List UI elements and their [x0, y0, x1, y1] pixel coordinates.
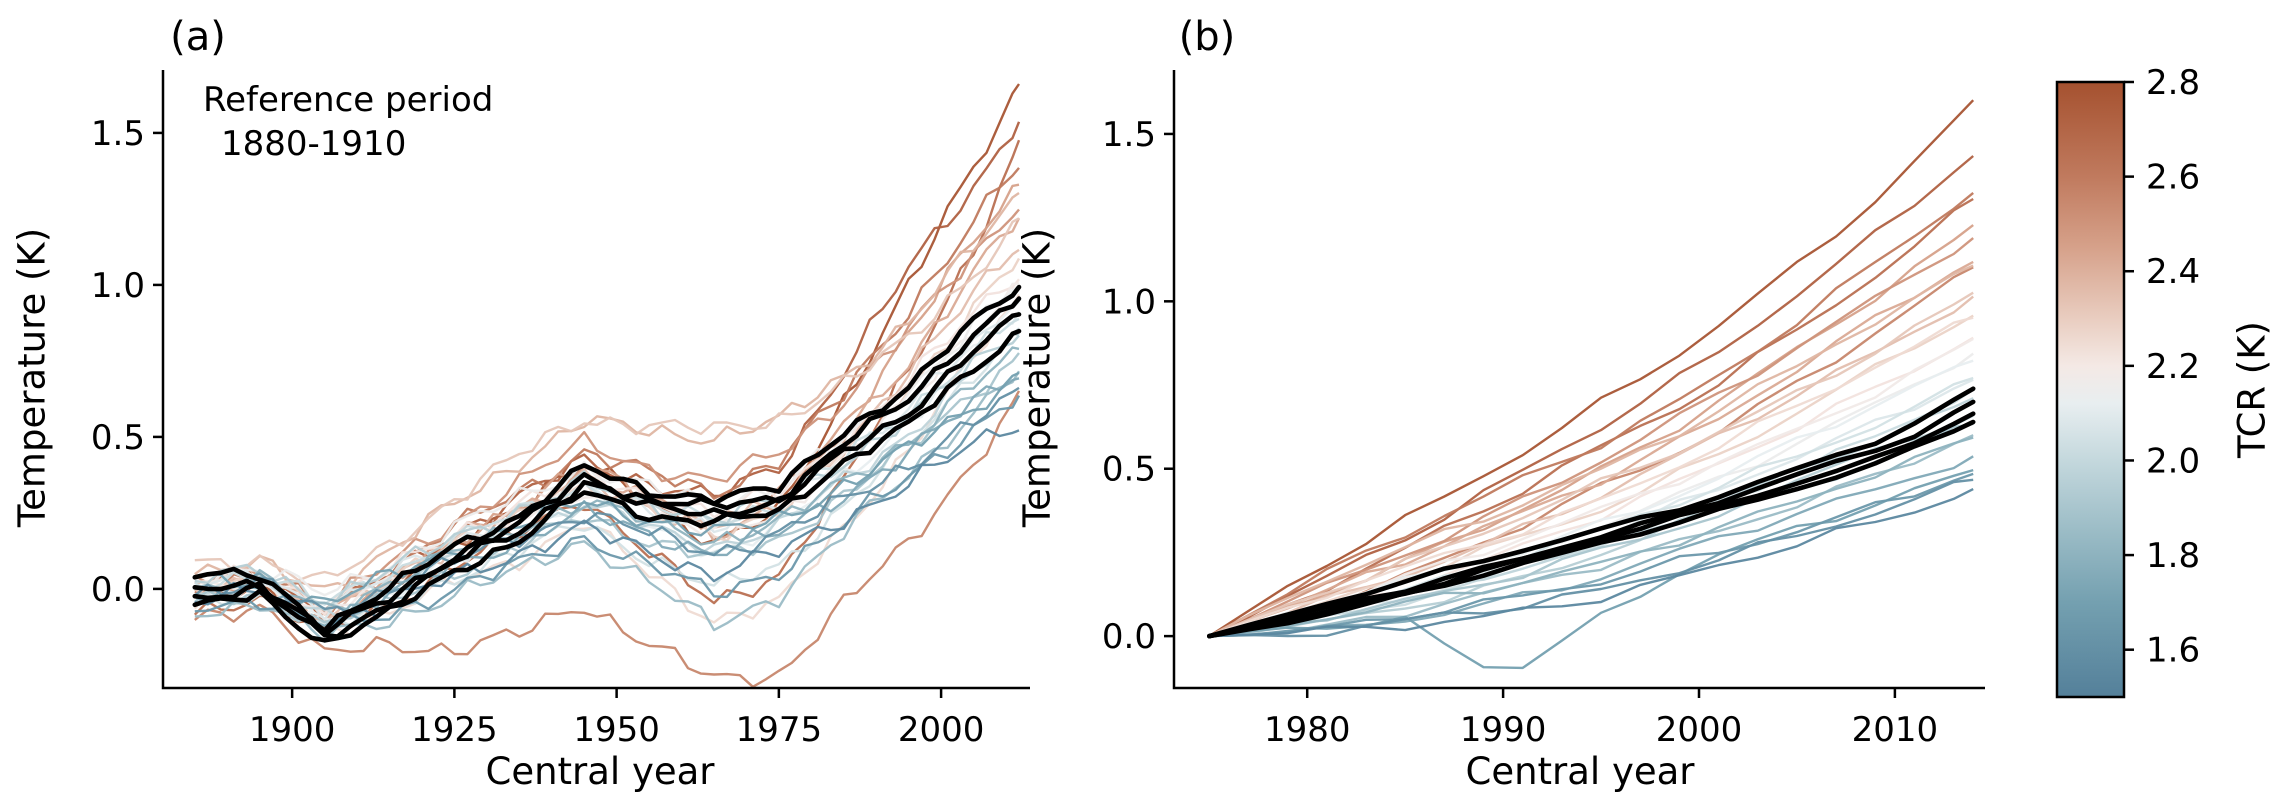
- panel-b-xlabel: Central year: [1465, 750, 1695, 793]
- ensemble-line-tcr-1.8: [1209, 436, 1974, 638]
- colorbar-label: TCR (K): [2230, 321, 2274, 458]
- colorbar: [2055, 80, 2126, 699]
- axes-spines: [161, 70, 1030, 690]
- panel-b-ylabel: Temperature (K): [1015, 227, 1059, 528]
- x-tick-label: 2010: [1852, 710, 1939, 750]
- ensemble-line-tcr-2.78: [194, 83, 1020, 625]
- panel-a-ylabel: Temperature (K): [10, 227, 54, 528]
- colorbar-tick-label: 2.0: [2146, 441, 2200, 481]
- ensemble-line-tcr-1.6: [1209, 478, 1974, 638]
- ensemble-line-tcr-2.78: [1208, 99, 1975, 638]
- ensemble-line-tcr-2.72: [1208, 155, 1974, 638]
- colorbar-tick-label: 2.6: [2146, 158, 2200, 198]
- reference-period-annotation-line1: Reference period: [203, 80, 494, 120]
- ensemble-line-tcr-2.32: [1208, 291, 1974, 638]
- observation-line: [192, 284, 1022, 633]
- colorbar-tick-label: 2.2: [2146, 347, 2200, 387]
- ensemble-line-tcr-1.7: [1209, 468, 1974, 670]
- x-tick-label: 1950: [573, 710, 660, 750]
- y-tick-label: 1.5: [1102, 115, 1156, 155]
- y-tick-label: 1.0: [1102, 282, 1156, 322]
- ensemble-line-tcr-2.6: [1208, 191, 1974, 638]
- ensemble-line-tcr-2.42: [1208, 260, 1974, 638]
- x-tick-label: 1975: [736, 710, 823, 750]
- y-tick-label: 0.0: [91, 570, 145, 610]
- y-tick-label: 1.5: [91, 114, 145, 154]
- colorbar-tick-label: 2.4: [2146, 252, 2200, 292]
- observation-line: [1207, 411, 1976, 639]
- panel-b-label: (b): [1178, 14, 1236, 60]
- ensemble-line-tcr-2.6: [194, 167, 1020, 613]
- observation-line: [1207, 419, 1976, 639]
- panel-b-plot-area: [1207, 99, 1976, 670]
- y-tick-label: 0.5: [91, 418, 145, 458]
- x-tick-label: 1990: [1460, 710, 1547, 750]
- observation-line: [1207, 386, 1976, 639]
- ensemble-line-tcr-2.45: [1208, 224, 1974, 638]
- ensemble-line-tcr-2.32: [194, 217, 1020, 582]
- colorbar-tick-label: 1.8: [2146, 536, 2200, 576]
- ensemble-line-tcr-1.85: [1209, 434, 1974, 638]
- ensemble-line-tcr-2.28: [1209, 314, 1974, 638]
- x-tick-label: 1925: [411, 710, 498, 750]
- ensemble-line-tcr-1.6: [194, 386, 1020, 616]
- ensemble-line-tcr-1.55: [1209, 488, 1974, 638]
- y-tick-label: 0.0: [1102, 617, 1156, 657]
- ensemble-line-tcr-2.38: [194, 192, 1020, 588]
- ensemble-line-tcr-1.65: [1209, 472, 1974, 638]
- ensemble-line-tcr-2.55: [194, 390, 1021, 688]
- ensemble-line-tcr-1.8: [194, 346, 1020, 612]
- x-tick-label: 1980: [1264, 710, 1351, 750]
- colorbar-tick-label: 2.8: [2146, 63, 2200, 103]
- ensemble-line-tcr-2.25: [1208, 316, 1974, 638]
- observation-line: [192, 312, 1022, 639]
- ensemble-line-tcr-1.7: [194, 371, 1020, 606]
- reference-period-annotation-line2: 1880-1910: [221, 124, 407, 164]
- x-tick-label: 1900: [249, 710, 336, 750]
- axes-spines: [1172, 70, 1985, 690]
- panel-a-plot-area: [192, 83, 1022, 688]
- y-tick-label: 0.5: [1102, 450, 1156, 490]
- y-tick-label: 1.0: [91, 266, 145, 306]
- colorbar-tick-label: 1.6: [2146, 631, 2200, 671]
- panel-a-label: (a): [170, 14, 226, 60]
- panel-a-xlabel: Central year: [485, 750, 715, 793]
- x-tick-label: 2000: [898, 710, 985, 750]
- x-tick-label: 2000: [1656, 710, 1743, 750]
- ensemble-line-tcr-2.5: [1208, 237, 1974, 638]
- ensemble-line-tcr-2.38: [1208, 264, 1974, 638]
- observation-line: [192, 328, 1022, 643]
- ensemble-line-tcr-2.02: [1209, 388, 1974, 638]
